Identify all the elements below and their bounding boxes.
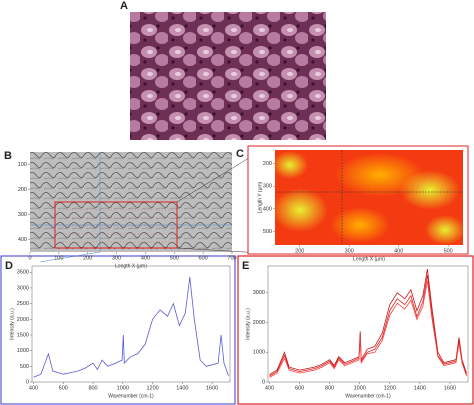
x-tick-label: 500 [444,248,453,254]
y-tick-label: 300 [18,212,27,218]
panel-label: E [242,260,249,272]
x-tick-label: 300 [112,255,121,261]
x-tick-label: 1400 [414,385,426,391]
x-tick-label: 600 [295,385,304,391]
spectrum-line [33,276,229,378]
x-tick-label: 700 [227,255,236,261]
y-axis-label: Intensity (a.u.) [9,308,15,340]
y-tick-label: 0 [26,379,29,385]
connector [39,251,101,263]
raster-grid [60,209,176,243]
x-tick-label: 400 [394,248,403,254]
y-tick-label: 100 [18,162,27,168]
x-axis-label: Wavenumber (cm-1) [108,393,154,399]
panel-label: D [5,260,13,272]
x-tick-label: 400 [29,385,38,391]
plot-area [267,265,469,383]
spectrum-line [269,280,467,378]
plot-area [31,265,231,383]
histology-image [130,12,326,140]
y-axis-label: Length Y (µm) [257,181,263,213]
y-tick-label: 2000 [253,320,265,326]
panel-label: A [120,0,128,12]
y-tick-label: 300 [263,184,272,190]
x-tick-label: 1200 [146,385,158,391]
y-tick-label: 200 [263,161,272,167]
x-tick-label: 500 [170,255,179,261]
y-tick-label: 500 [263,229,272,235]
x-tick-label: 600 [199,255,208,261]
y-tick-label: 200 [18,187,27,193]
spectrum-line [269,268,467,375]
x-tick-label: 1600 [444,385,456,391]
x-tick-label: 1000 [354,385,366,391]
panel-frame [0,255,236,405]
panel-label: B [4,150,12,162]
y-tick-label: 1000 [17,348,29,354]
x-tick-label: 800 [88,385,97,391]
y-tick-label: 3000 [253,290,265,296]
x-tick-label: 200 [83,255,92,261]
panel-label: C [236,148,244,160]
x-axis-label: Length X (µm) [115,263,147,269]
x-tick-label: 1000 [117,385,129,391]
x-tick-label: 400 [141,255,150,261]
y-tick-label: 2500 [17,301,29,307]
x-axis-label: Length X (µm) [353,256,385,262]
x-tick-label: 300 [345,248,354,254]
x-tick-label: 1600 [206,385,218,391]
y-tick-label: 3500 [17,270,29,276]
panel-frame [237,255,474,405]
x-tick-label: 200 [295,248,304,254]
x-tick-label: 1200 [384,385,396,391]
y-tick-label: 3000 [17,285,29,291]
y-tick-label: 1000 [253,350,265,356]
y-tick-label: 500 [20,364,29,370]
x-axis-label: Wavenumber (cm-1) [345,393,391,399]
y-tick-label: 400 [18,237,27,243]
x-tick-label: 800 [325,385,334,391]
x-tick-label: 600 [59,385,68,391]
y-tick-label: 0 [262,379,265,385]
y-tick-label: 400 [263,206,272,212]
x-tick-label: 400 [265,385,274,391]
y-tick-label: 1500 [17,332,29,338]
y-axis-label: Intensity (a.u.) [245,308,251,340]
x-tick-label: 100 [54,255,63,261]
spectrum-line [269,274,467,377]
x-tick-label: 1400 [176,385,188,391]
x-tick-label: 0 [28,255,31,261]
y-tick-label: 2000 [17,317,29,323]
